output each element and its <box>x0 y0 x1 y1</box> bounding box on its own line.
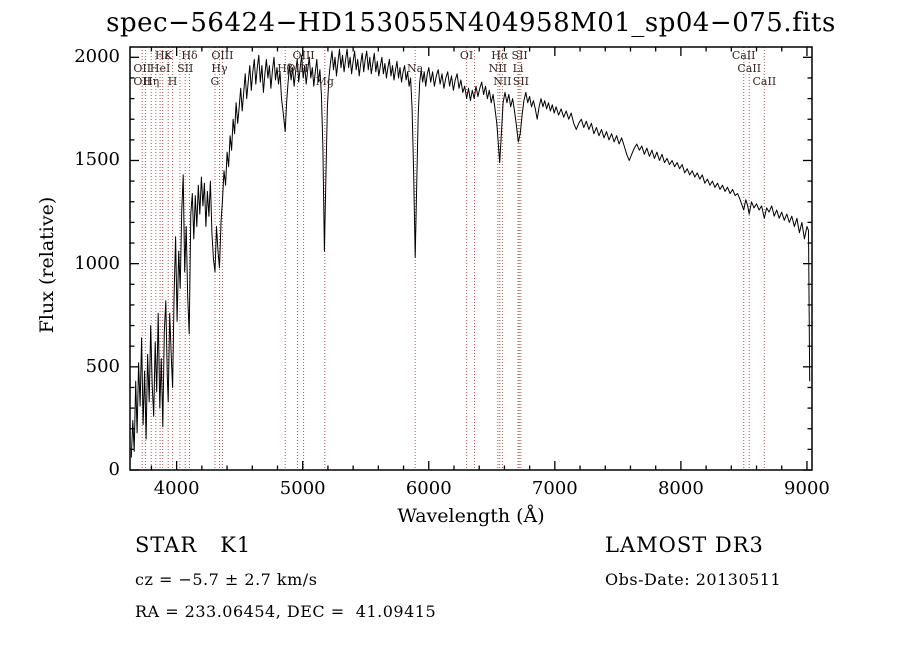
x-tick-label: 6000 <box>405 478 452 499</box>
spectral-line-label: OII <box>133 62 152 75</box>
spectrum-trace <box>130 48 811 458</box>
obs-date-label: Obs-Date: 20130511 <box>605 570 782 589</box>
spectral-line-label: CaII <box>737 62 762 75</box>
x-tick-label: 5000 <box>279 478 326 499</box>
y-tick-label: 2000 <box>74 46 120 68</box>
plot-frame <box>129 46 813 471</box>
spectral-line-label: CaII <box>731 49 756 62</box>
spectral-line-label: Mg <box>315 75 334 88</box>
plot-title: spec−56424−HD153055N404958M01_sp04−075.f… <box>106 8 836 38</box>
x-tick-label: 8000 <box>657 478 704 499</box>
spectral-line-label: CaII <box>752 75 777 88</box>
spectral-line-label: OII <box>133 75 152 88</box>
y-tick-label: 500 <box>85 355 120 377</box>
spectral-line-label: Hε <box>154 49 171 62</box>
survey-label: LAMOST DR3 <box>605 533 764 557</box>
spectral-line-label: Hβ <box>277 62 294 75</box>
spectral-line-label: SII <box>512 75 530 88</box>
spectral-line-label: OI <box>459 49 474 62</box>
y-tick-label: 1500 <box>74 149 120 171</box>
y-tick-label: 0 <box>108 459 120 480</box>
spectral-line-label: NII <box>493 75 512 88</box>
spectral-line-label: OIII <box>211 49 234 62</box>
spectral-line-label: SII <box>511 49 528 62</box>
spectral-line-label: NII <box>488 62 507 75</box>
x-tick-label: 9000 <box>784 478 830 499</box>
spectral-line-label: SII <box>177 62 194 75</box>
object-class-label: STAR K1 <box>135 533 252 557</box>
radial-velocity-label: cz = −5.7 ± 2.7 km/s <box>135 570 318 589</box>
spectral-line-label: Na <box>407 62 424 75</box>
spectral-line-label: G <box>210 75 220 88</box>
x-tick-label: 4000 <box>153 478 200 499</box>
spectral-line-label: OIII <box>286 62 309 75</box>
x-tick-label: 7000 <box>531 478 578 499</box>
spectral-line-label: OIII <box>292 49 315 62</box>
spectral-line-label: HeI <box>149 62 171 75</box>
spectral-line-label: Hα <box>491 49 509 62</box>
spectral-line-label: Li <box>512 62 524 75</box>
spectral-line-label: Hγ <box>211 62 228 75</box>
spectral-line-label: Hδ <box>181 49 198 62</box>
spectral-line-label: K <box>164 49 173 62</box>
spectral-line-label: H <box>167 75 178 88</box>
coordinates-label: RA = 233.06454, DEC = 41.09415 <box>135 602 437 621</box>
spectral-line-label: Hη <box>143 75 160 88</box>
x-axis-label: Wavelength (Å) <box>397 505 545 527</box>
y-tick-label: 1000 <box>74 252 120 274</box>
